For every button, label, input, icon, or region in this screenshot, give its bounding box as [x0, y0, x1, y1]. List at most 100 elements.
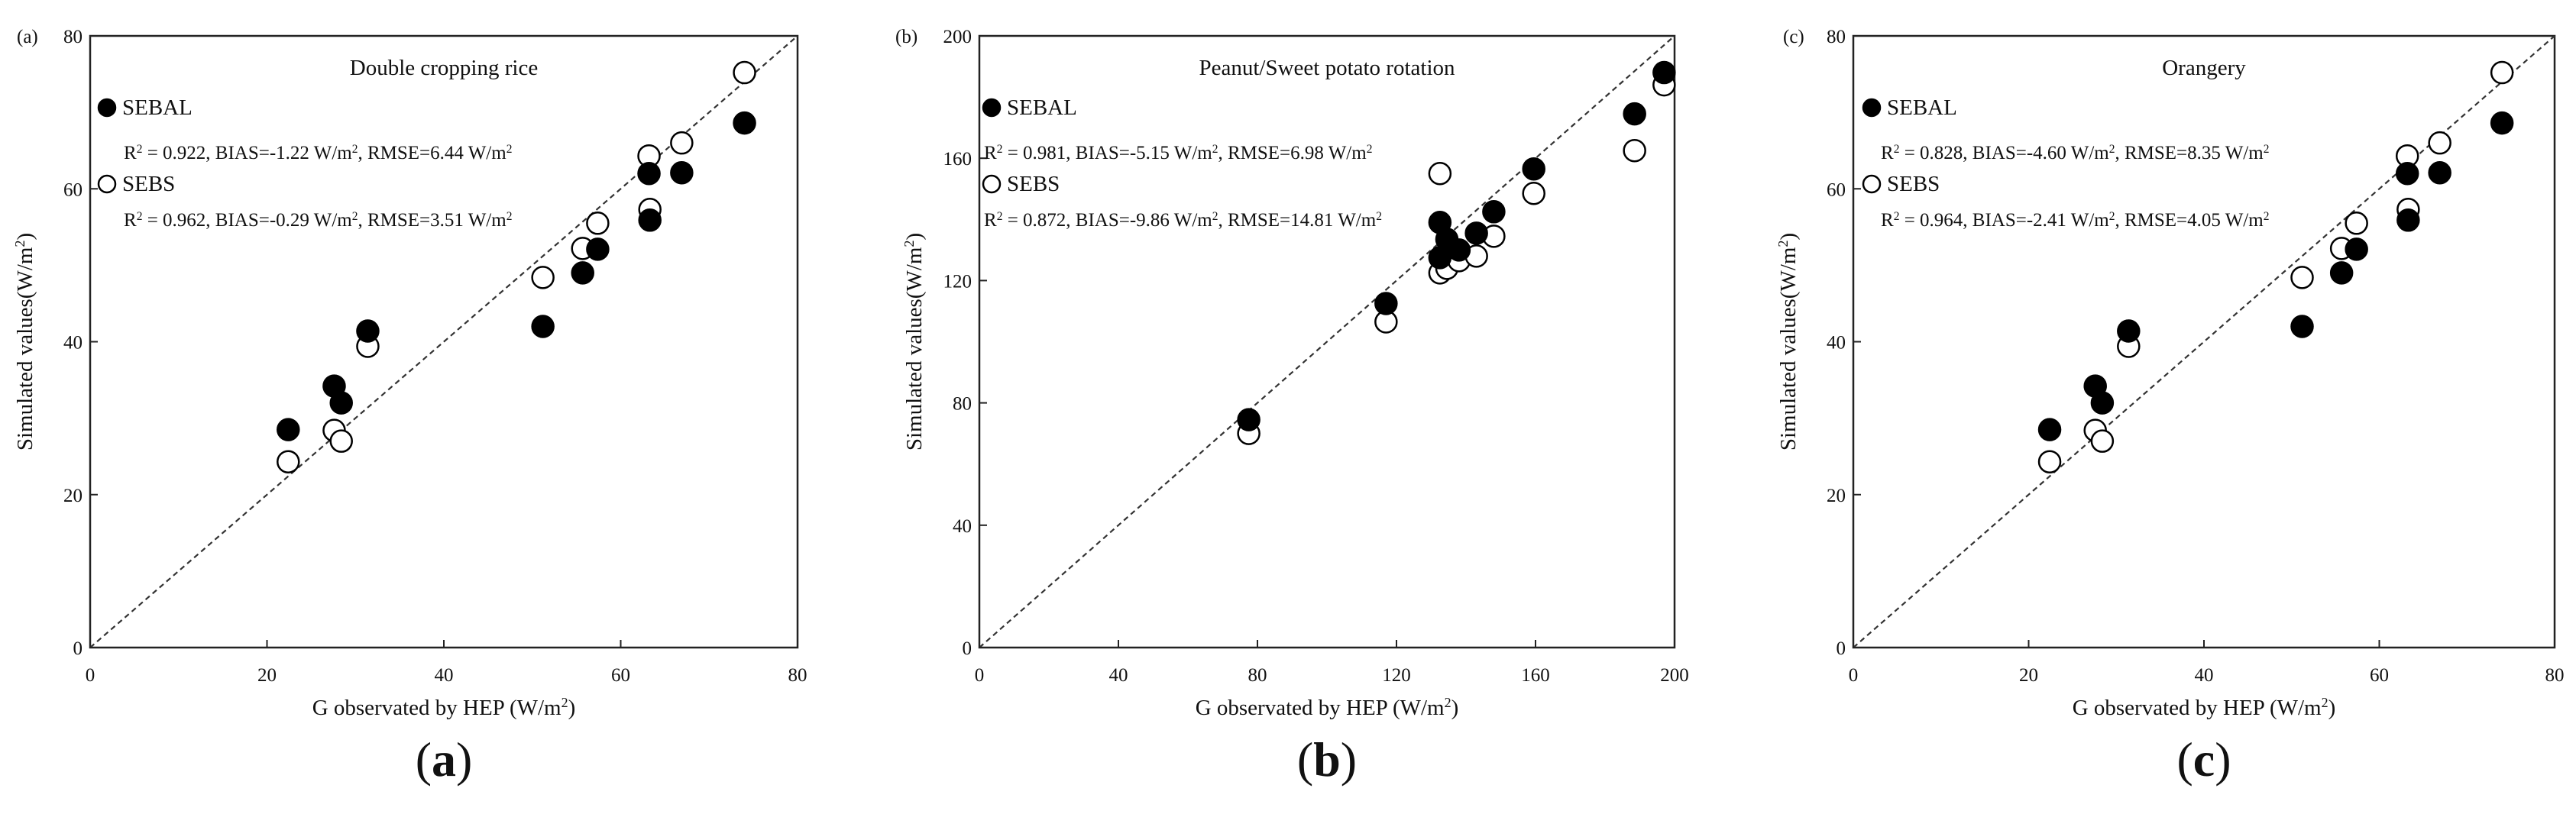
data-point-sebal — [2428, 160, 2451, 185]
data-point-sebs — [277, 450, 300, 473]
data-point-sebal — [531, 315, 555, 338]
y-tick-label: 80 — [63, 27, 83, 47]
chart-panel-c: 0 20 40 60 80 0 20 40 60 80 (c) Orangery G observate… — [1775, 27, 2565, 787]
data-point-sebal — [329, 391, 353, 415]
panel-caption: (a) — [416, 732, 473, 787]
x-tick-label: 80 — [788, 665, 807, 686]
panel-label: (a) — [17, 27, 38, 47]
stats-text: R2 = 0.872, BIAS=-9.86 W/m2, RMSE=14.81 … — [984, 210, 1382, 231]
legend-label: SEBS — [122, 172, 175, 196]
data-point-sebs — [2037, 450, 2062, 473]
panel-caption-letter: b — [1313, 732, 1341, 787]
y-tick-label: 40 — [63, 333, 83, 354]
data-point-sebal — [670, 160, 694, 185]
panel-caption-letter: a — [432, 732, 456, 787]
data-point-sebal — [2037, 418, 2062, 441]
legend-label: SEBS — [1887, 172, 1940, 196]
chart-panel-a: 0 20 40 60 80 0 20 40 60 80 (a) Double cropping ric… — [12, 27, 807, 787]
one-to-one-line — [89, 35, 798, 648]
x-tick-label: 80 — [2545, 665, 2565, 686]
y-axis-label: Simulated values(W/m2) — [1775, 233, 1801, 451]
x-tick-label: 40 — [1109, 665, 1128, 686]
chart-title: Double cropping rice — [350, 56, 538, 80]
x-tick-label: 0 — [1849, 665, 1859, 686]
data-point-sebs — [733, 60, 756, 85]
one-to-one-line — [1853, 35, 2555, 648]
chart-title: Orangery — [2162, 56, 2246, 80]
data-point-sebal — [586, 237, 610, 261]
legend-marker-filled — [97, 98, 117, 118]
data-point-sebs — [1428, 161, 1452, 186]
legend-label: SEBS — [1007, 172, 1060, 196]
data-point-sebal — [1522, 157, 1545, 181]
data-point-sebal — [2090, 391, 2115, 415]
data-point-sebal — [1464, 221, 1488, 245]
data-point-sebs — [531, 266, 555, 289]
data-point-sebal — [2396, 208, 2420, 232]
y-tick-label: 20 — [1827, 486, 1846, 506]
legend-label: SEBAL — [1007, 95, 1077, 120]
data-point-sebs — [2345, 212, 2368, 235]
data-point-sebs — [2290, 266, 2314, 289]
data-point-sebal — [2490, 111, 2514, 135]
data-point-sebal — [1374, 292, 1398, 315]
chart-panel-b: 0 40 80 120 160 200 0 40 80 120 160 200 (b) Peanut/Sw… — [895, 27, 1689, 787]
legend-marker-filled — [982, 98, 1002, 118]
x-tick-label: 40 — [435, 665, 454, 686]
y-tick-label: 80 — [1827, 27, 1846, 47]
stats-text: R2 = 0.981, BIAS=-5.15 W/m2, RMSE=6.98 W… — [984, 143, 1372, 164]
x-tick-label: 0 — [975, 665, 985, 686]
y-tick-label: 120 — [943, 271, 972, 292]
data-point-sebal — [1652, 60, 1676, 85]
legend-label: SEBAL — [122, 95, 193, 120]
x-axis-label: G observated by HEP (W/m2) — [2073, 695, 2336, 720]
y-tick-label: 40 — [1827, 333, 1846, 354]
panel-label: (b) — [895, 27, 917, 47]
data-point-sebal — [277, 418, 300, 441]
data-point-sebal — [571, 261, 594, 285]
data-point-sebal — [638, 208, 662, 232]
data-point-sebs — [1623, 138, 1646, 163]
panel-label: (c) — [1783, 27, 1804, 47]
y-axis-label: Simulated values(W/m2) — [12, 233, 37, 451]
x-tick-label: 40 — [2195, 665, 2214, 686]
data-point-sebal — [733, 111, 756, 135]
data-point-sebs — [586, 212, 610, 235]
stats-text: R2 = 0.828, BIAS=-4.60 W/m2, RMSE=8.35 W… — [1881, 143, 2269, 164]
data-point-sebal — [2290, 315, 2314, 338]
x-tick-label: 20 — [257, 665, 277, 686]
y-tick-label: 160 — [943, 149, 972, 170]
x-tick-label: 120 — [1382, 665, 1411, 686]
x-tick-label: 60 — [611, 665, 630, 686]
x-tick-label: 200 — [1660, 665, 1689, 686]
data-point-sebal — [2117, 319, 2141, 343]
data-point-sebal — [2329, 261, 2354, 285]
panel-caption-letter: c — [2193, 732, 2215, 787]
data-point-sebs — [670, 131, 694, 155]
data-point-sebs — [2428, 131, 2451, 155]
legend-marker-open — [1862, 174, 1882, 194]
panel-caption: (c) — [2176, 732, 2231, 787]
x-axis-label: G observated by HEP (W/m2) — [312, 695, 576, 720]
legend-marker-open — [982, 174, 1002, 194]
y-tick-label: 200 — [943, 27, 972, 47]
data-point-sebal — [1482, 200, 1506, 224]
y-axis-label: Simulated values(W/m2) — [901, 233, 927, 451]
stats-text: R2 = 0.964, BIAS=-2.41 W/m2, RMSE=4.05 W… — [1881, 210, 2269, 231]
data-point-sebal — [2395, 161, 2419, 186]
data-point-sebal — [637, 161, 661, 186]
legend-marker-open — [97, 174, 117, 194]
data-point-sebs — [329, 429, 353, 453]
x-tick-label: 20 — [2019, 665, 2038, 686]
y-tick-label: 40 — [953, 516, 972, 537]
y-tick-label: 80 — [953, 394, 972, 415]
data-point-sebal — [1237, 408, 1260, 431]
data-point-sebal — [1447, 238, 1471, 262]
y-tick-label: 60 — [1827, 179, 1846, 200]
legend-label: SEBAL — [1887, 95, 1957, 120]
y-tick-label: 0 — [73, 638, 83, 659]
x-tick-label: 160 — [1521, 665, 1550, 686]
plot-frame — [978, 34, 1676, 649]
x-tick-label: 80 — [1248, 665, 1267, 686]
one-to-one-line — [979, 35, 1675, 648]
